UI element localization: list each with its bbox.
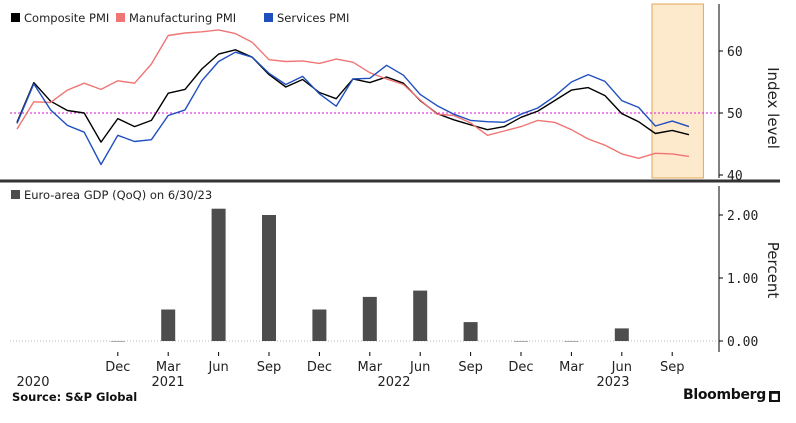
x-tick-label: Sep: [257, 360, 282, 375]
x-tick-label: Sep: [660, 360, 685, 375]
x-tick-label: Jun: [409, 360, 430, 375]
bloomberg-logo: Bloomberg ■: [683, 387, 780, 403]
gdp-bar: [110, 341, 125, 342]
x-year-label: 2021: [151, 375, 184, 390]
terminal-icon: ■: [769, 391, 780, 402]
x-tick-label: Mar: [156, 360, 181, 375]
y-axis-title-gdp: Percent: [764, 242, 782, 299]
source-note: Source: S&P Global: [12, 390, 138, 404]
series-line-composite-pmi: [16, 49, 690, 143]
y-tick-pmi-label: 50: [727, 107, 743, 122]
x-tick-label: Dec: [307, 360, 332, 375]
legend-swatch-gdp: [11, 190, 20, 199]
legend-swatch: [264, 13, 273, 22]
x-year-label: 2022: [377, 375, 410, 390]
legend-label-gdp: Euro-area GDP (QoQ) on 6/30/23: [24, 188, 212, 202]
x-year-label: 2023: [596, 375, 629, 390]
x-axis: Dec Mar Jun Sep Dec Mar Jun Sep Dec Mar Jun Sep 2020…: [16, 352, 685, 390]
gdp-bar: [564, 341, 579, 342]
series-line-manufacturing-pmi: [16, 29, 690, 160]
y-axis-title-pmi: Index level: [764, 67, 782, 149]
x-tick-label: Dec: [508, 360, 533, 375]
legend-label: Services PMI: [277, 11, 349, 25]
y-tick-pmi-label: 60: [727, 45, 743, 60]
series-line-services-pmi: [16, 51, 690, 166]
y-tick-gdp-label: 2.00: [727, 209, 758, 224]
x-year-label: 2020: [16, 375, 49, 390]
x-tick-label: Mar: [358, 360, 383, 375]
legend-swatch: [11, 13, 20, 22]
y-tick-gdp-label: 1.00: [727, 272, 758, 287]
gdp-bar: [614, 328, 629, 341]
x-tick-label: Jun: [611, 360, 632, 375]
gdp-bar: [312, 309, 327, 341]
gdp-bar: [514, 341, 528, 342]
brand-name: Bloomberg: [682, 387, 766, 403]
x-tick-label: Dec: [105, 360, 130, 375]
y-tick-gdp-label: 0.00: [727, 335, 758, 350]
gdp-bar: [161, 309, 176, 341]
legend-swatch: [116, 13, 125, 22]
gdp-panel: 0.00 1.00 2.00 Percent Euro-area GDP (QoQ) o…: [10, 186, 782, 352]
x-tick-label: Jun: [207, 360, 228, 375]
gdp-bar: [211, 208, 226, 341]
x-tick-label: Sep: [458, 360, 483, 375]
x-tick-label: Mar: [559, 360, 584, 375]
legend-label: Composite PMI: [24, 11, 109, 25]
highlight-band: [651, 3, 704, 179]
gdp-bar: [413, 290, 428, 341]
gdp-bar: [262, 215, 276, 341]
legend-label: Manufacturing PMI: [129, 11, 236, 25]
gdp-bar: [362, 296, 377, 341]
gdp-bar: [463, 322, 478, 341]
